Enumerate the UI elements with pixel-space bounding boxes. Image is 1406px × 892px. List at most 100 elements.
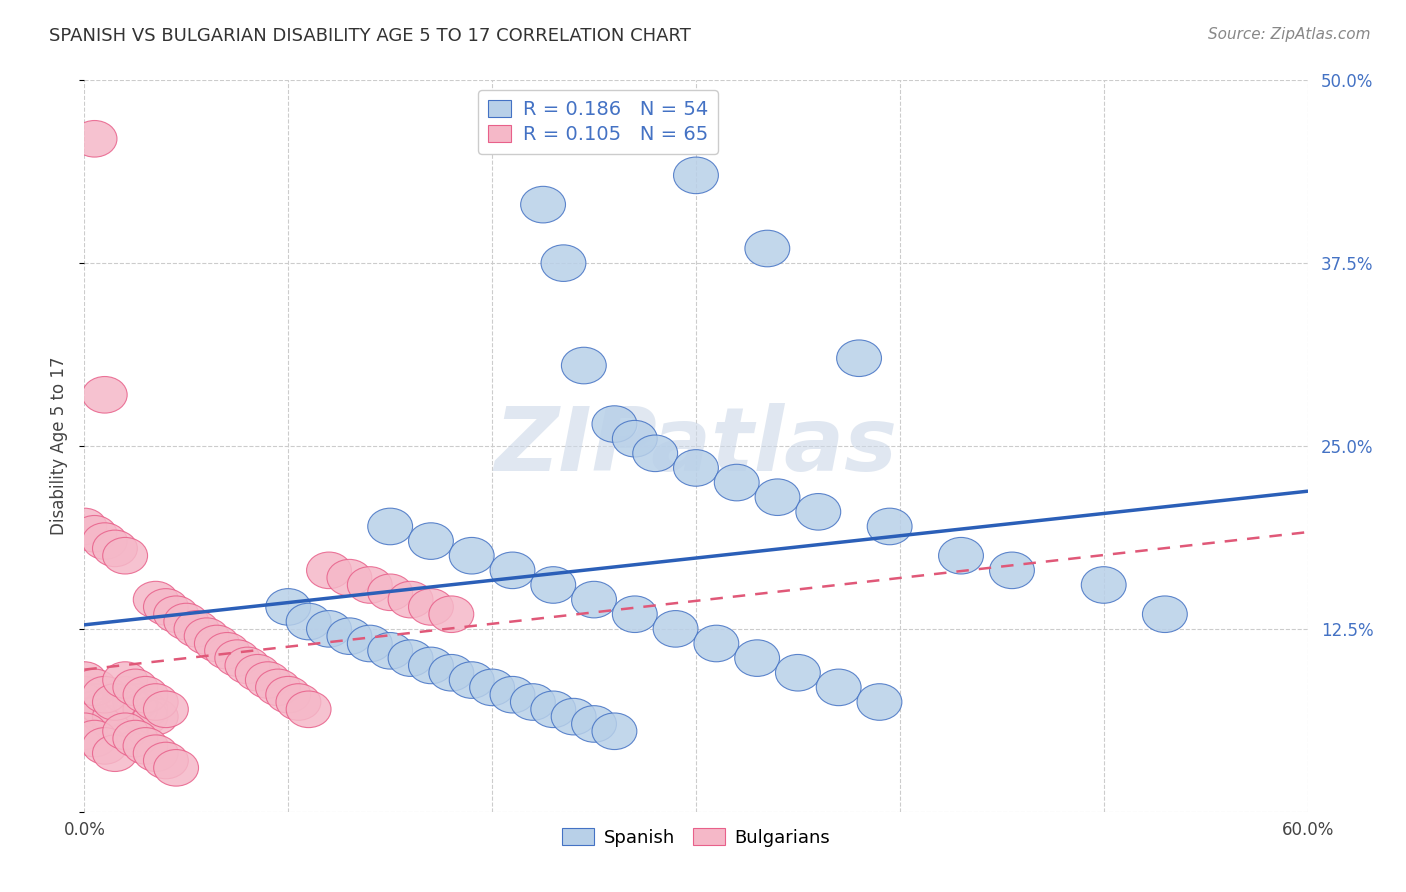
Ellipse shape [287,691,330,728]
Ellipse shape [368,632,412,669]
Ellipse shape [124,676,167,713]
Ellipse shape [409,589,453,625]
Ellipse shape [1143,596,1187,632]
Ellipse shape [194,625,239,662]
Ellipse shape [72,669,117,706]
Ellipse shape [613,596,657,632]
Ellipse shape [112,669,157,706]
Ellipse shape [796,493,841,530]
Ellipse shape [592,406,637,442]
Ellipse shape [124,698,167,735]
Ellipse shape [246,662,290,698]
Ellipse shape [124,728,167,764]
Ellipse shape [429,655,474,691]
Ellipse shape [450,537,494,574]
Ellipse shape [990,552,1035,589]
Ellipse shape [572,706,616,742]
Ellipse shape [184,618,229,655]
Ellipse shape [633,435,678,472]
Ellipse shape [520,186,565,223]
Ellipse shape [510,683,555,721]
Ellipse shape [776,655,820,691]
Ellipse shape [328,618,371,655]
Ellipse shape [491,676,534,713]
Ellipse shape [409,523,453,559]
Ellipse shape [112,721,157,756]
Ellipse shape [143,691,188,728]
Ellipse shape [62,676,107,713]
Ellipse shape [134,582,179,618]
Ellipse shape [388,640,433,676]
Ellipse shape [103,683,148,721]
Ellipse shape [307,552,352,589]
Ellipse shape [143,589,188,625]
Ellipse shape [368,508,412,545]
Ellipse shape [572,582,616,618]
Ellipse shape [153,596,198,632]
Ellipse shape [124,691,167,728]
Legend: Spanish, Bulgarians: Spanish, Bulgarians [555,822,837,854]
Ellipse shape [72,721,117,756]
Ellipse shape [112,691,157,728]
Ellipse shape [276,683,321,721]
Ellipse shape [103,537,148,574]
Ellipse shape [72,683,117,721]
Text: ZIPatlas: ZIPatlas [495,402,897,490]
Ellipse shape [450,662,494,698]
Ellipse shape [83,728,127,764]
Ellipse shape [72,516,117,552]
Ellipse shape [541,245,586,281]
Ellipse shape [347,625,392,662]
Ellipse shape [83,698,127,735]
Ellipse shape [328,559,371,596]
Ellipse shape [153,749,198,786]
Ellipse shape [837,340,882,376]
Ellipse shape [531,691,575,728]
Ellipse shape [409,648,453,683]
Ellipse shape [491,552,534,589]
Ellipse shape [592,713,637,749]
Ellipse shape [143,742,188,779]
Ellipse shape [103,662,148,698]
Ellipse shape [561,347,606,384]
Ellipse shape [695,625,738,662]
Ellipse shape [134,683,179,721]
Text: SPANISH VS BULGARIAN DISABILITY AGE 5 TO 17 CORRELATION CHART: SPANISH VS BULGARIAN DISABILITY AGE 5 TO… [49,27,692,45]
Ellipse shape [1081,566,1126,603]
Ellipse shape [347,566,392,603]
Ellipse shape [112,683,157,721]
Ellipse shape [134,698,179,735]
Ellipse shape [134,735,179,772]
Ellipse shape [93,706,138,742]
Ellipse shape [72,120,117,157]
Ellipse shape [205,632,249,669]
Ellipse shape [368,574,412,610]
Ellipse shape [174,610,219,648]
Ellipse shape [256,669,301,706]
Ellipse shape [93,683,138,721]
Ellipse shape [93,735,138,772]
Text: Source: ZipAtlas.com: Source: ZipAtlas.com [1208,27,1371,42]
Ellipse shape [83,523,127,559]
Ellipse shape [72,691,117,728]
Ellipse shape [531,566,575,603]
Ellipse shape [755,479,800,516]
Ellipse shape [93,698,138,735]
Ellipse shape [858,683,901,721]
Ellipse shape [103,676,148,713]
Ellipse shape [673,450,718,486]
Ellipse shape [714,464,759,501]
Ellipse shape [93,530,138,566]
Ellipse shape [62,713,107,749]
Y-axis label: Disability Age 5 to 17: Disability Age 5 to 17 [51,357,69,535]
Ellipse shape [613,420,657,457]
Ellipse shape [470,669,515,706]
Ellipse shape [103,713,148,749]
Ellipse shape [868,508,912,545]
Ellipse shape [388,582,433,618]
Ellipse shape [62,683,107,721]
Ellipse shape [817,669,860,706]
Ellipse shape [551,698,596,735]
Ellipse shape [62,508,107,545]
Ellipse shape [83,691,127,728]
